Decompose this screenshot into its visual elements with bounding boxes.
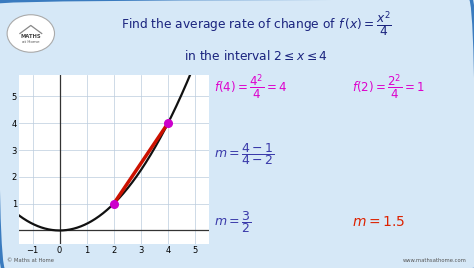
Text: in the interval $2 \leq x \leq 4$: in the interval $2 \leq x \leq 4$	[184, 49, 328, 63]
Text: at Home: at Home	[22, 40, 39, 44]
Text: MATHS: MATHS	[20, 35, 41, 39]
Text: Find the average rate of change of $f\,(x)=\dfrac{x^2}{4}$: Find the average rate of change of $f\,(…	[120, 9, 392, 39]
Ellipse shape	[7, 15, 55, 52]
Text: $m=1.5$: $m=1.5$	[352, 215, 405, 229]
Text: $m=\dfrac{3}{2}$: $m=\dfrac{3}{2}$	[214, 209, 251, 235]
Text: www.mathsathome.com: www.mathsathome.com	[403, 258, 467, 263]
Text: $f(4)=\dfrac{4^2}{4}=4$: $f(4)=\dfrac{4^2}{4}=4$	[214, 72, 287, 102]
Text: $m=\dfrac{4-1}{4-2}$: $m=\dfrac{4-1}{4-2}$	[214, 142, 274, 167]
Text: $f(2)=\dfrac{2^2}{4}=1$: $f(2)=\dfrac{2^2}{4}=1$	[352, 72, 425, 102]
Text: © Maths at Home: © Maths at Home	[7, 258, 54, 263]
